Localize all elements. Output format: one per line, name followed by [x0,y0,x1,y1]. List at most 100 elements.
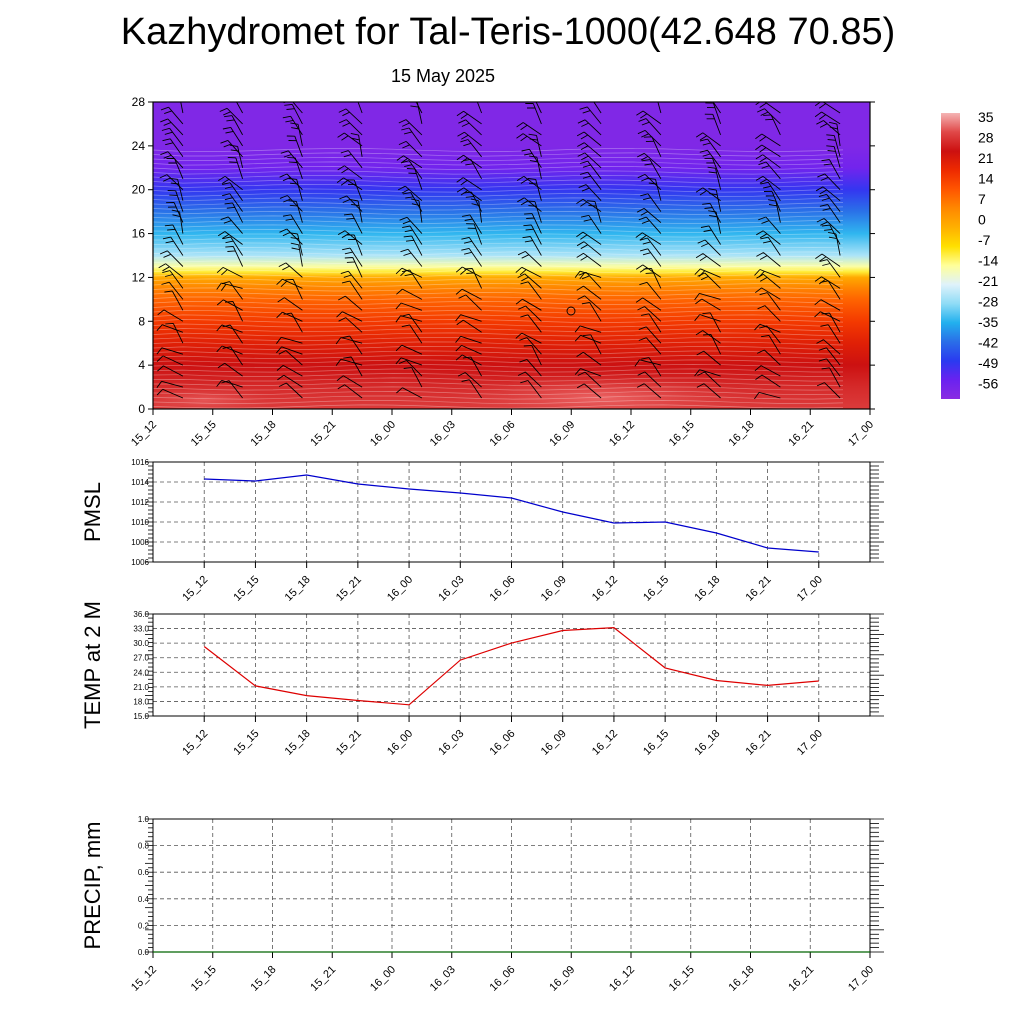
pmsl-panel: 1006 1008 1010 1012 1014 1016 15_12 15_15 15_18 1… [80,458,884,604]
heatmap-panel: 0 4 8 12 16 20 24 28 15_12 15_15 15_18 15_21 16_00 16… [129,95,876,449]
temp-series-line [203,626,819,706]
wind-barb [222,324,243,344]
y-tick-label: 0.2 [138,921,150,930]
wind-barb [695,187,721,202]
wind-barb [757,349,781,366]
wind-barb [699,149,721,169]
wind-barb [636,110,662,125]
wind-barb [340,150,363,169]
wind-barb [697,371,721,388]
wind-barb [593,102,602,114]
x-tick-label: 16_06 [488,574,518,604]
y-tick-label: 0.6 [138,868,150,877]
wind-barb [814,299,841,311]
wind-barb [580,214,602,234]
wind-barb [224,115,243,136]
wind-barb [166,201,184,223]
wind-barb [755,175,781,191]
wind-barb [814,111,841,125]
y-tick-label: 24.0 [133,668,149,677]
wind-barb [164,224,184,245]
wind-barb [758,216,781,234]
wind-barb [637,173,662,191]
wind-barb [415,102,423,114]
x-tick-label: 16_09 [539,728,569,758]
wind-barb [342,247,363,267]
contour-lines [153,148,844,409]
y-tick-label: 1008 [131,538,149,547]
y-tick-label: 1012 [131,498,149,507]
wind-barb [156,324,184,333]
wind-barb [639,248,662,267]
wind-barb [167,190,184,212]
wind-barb [600,102,602,103]
wind-barb [277,297,303,311]
wind-barb [276,336,303,344]
wind-barb [695,330,721,344]
wind-barb [705,102,722,125]
wind-barb [159,174,184,191]
wind-barb [236,102,243,114]
temp-panel: 15.0 18.0 21.0 24.0 27.0 30.0 33.0 36.0 15_12 15_… [80,601,884,758]
wind-barb [754,391,781,400]
wind-barb [400,248,423,267]
wind-barb [759,292,781,311]
wind-barb [577,295,602,311]
wind-barb [396,155,423,169]
wind-barb [521,148,542,169]
wind-barb [216,379,243,388]
x-tick-label: 16_12 [590,728,620,758]
wind-barb [396,387,423,399]
wind-barb [340,270,363,289]
y-tick-label: 30.0 [133,639,149,648]
wind-barb [516,133,542,147]
warm-spot [450,374,750,409]
wind-barb [821,312,841,333]
wind-barb [276,365,303,377]
wind-barb [818,347,841,366]
wind-barb [455,335,482,344]
wind-barb [819,259,841,278]
x-tick-label: 16_18 [692,728,722,758]
colorbar-label: -21 [978,273,998,289]
wind-barb [220,216,243,234]
colorbar-label: 14 [978,171,994,187]
wind-barb [224,301,244,322]
y-tick-label: 20 [132,183,146,197]
wind-barb [279,173,303,191]
wind-barb [458,294,482,311]
wind-barb [222,236,243,256]
wind-barb [523,344,542,366]
wind-barb [695,132,721,147]
wind-barb [461,247,482,267]
wind-barb [815,186,841,202]
wind-barb [814,276,841,289]
wind-barb [522,236,542,256]
wind-barb [704,157,722,179]
wind-barb [814,102,841,114]
wind-barb [636,152,662,169]
x-tick-label: 15_15 [189,419,219,449]
wind-barb [694,268,721,278]
wind-barb [707,166,722,190]
wind-barb [635,232,662,245]
wind-barb [579,106,602,125]
wind-barb [694,292,721,301]
wind-barb [279,228,303,245]
wind-barb [286,135,303,157]
wind-barb [520,281,542,300]
wind-barb [338,295,363,311]
y-tick-label: 1006 [131,558,149,567]
wind-barb [695,253,721,267]
wind-barb [156,380,184,388]
wind-barb [279,195,303,212]
x-tick-label: 16_03 [428,964,458,994]
wind-barb [704,113,722,136]
x-tick-label: 15_21 [308,964,338,994]
wind-barb [277,374,303,388]
wind-barb [816,339,841,355]
y-tick-label: 1010 [131,518,149,527]
x-tick-label: 17_00 [795,728,825,758]
wind-barb [576,231,602,245]
colorbar-label: -42 [978,335,998,351]
